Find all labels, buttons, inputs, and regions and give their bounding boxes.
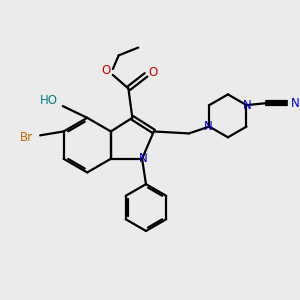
Text: N: N — [139, 152, 147, 165]
Text: N: N — [204, 120, 213, 133]
Text: O: O — [148, 66, 158, 80]
Text: O: O — [101, 64, 111, 77]
Text: N: N — [243, 99, 252, 112]
Text: HO: HO — [40, 94, 58, 107]
Text: N: N — [291, 97, 300, 110]
Text: Br: Br — [20, 131, 33, 144]
